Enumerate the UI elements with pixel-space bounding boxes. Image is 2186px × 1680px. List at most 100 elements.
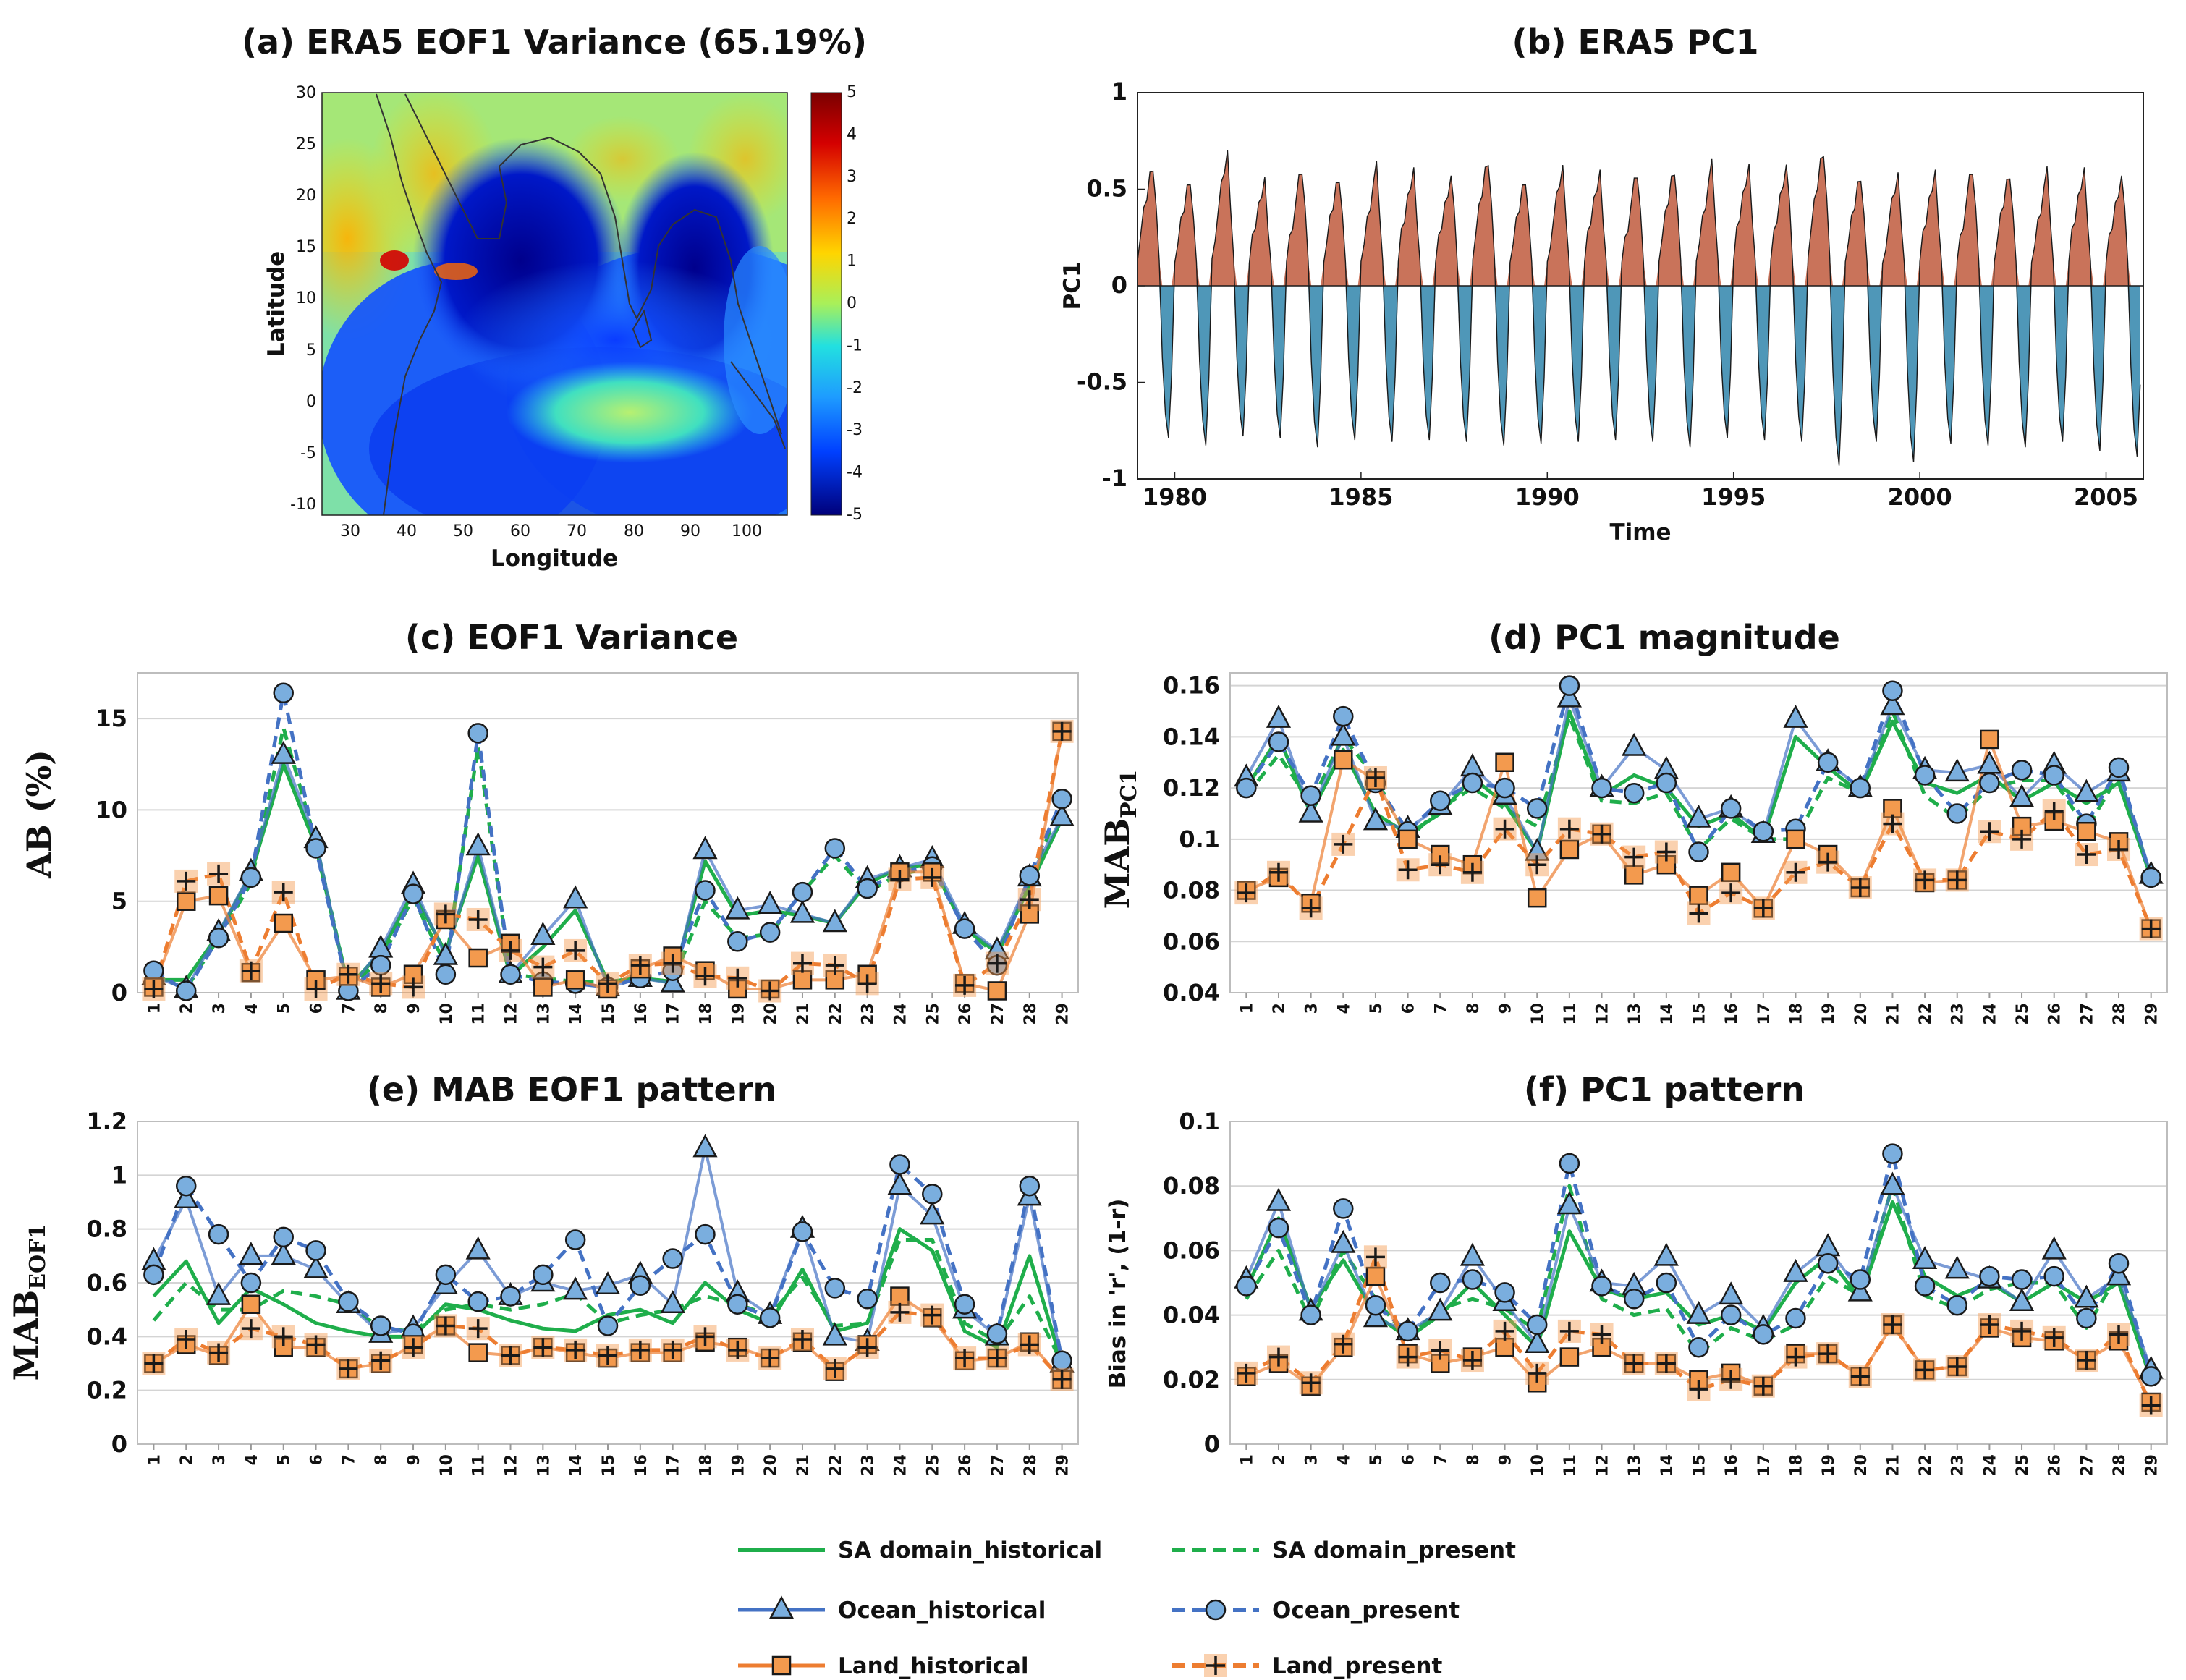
land-present-marker-cross xyxy=(1052,721,1072,741)
panel-b-title: (b) ERA5 PC1 xyxy=(1512,22,1759,61)
ytick-label: 0.04 xyxy=(1163,1302,1220,1329)
marker-land_hist xyxy=(1495,752,1514,773)
land-present-marker-cross xyxy=(1398,1347,1418,1367)
marker-land_hist xyxy=(1559,1347,1580,1367)
marker-ocean_pres xyxy=(1591,1276,1612,1297)
marker-ocean_hist xyxy=(1880,1171,1905,1195)
land-present-marker-cross xyxy=(306,1335,326,1354)
land-present-marker-cross xyxy=(1592,1325,1611,1344)
marker-ocean_pres xyxy=(1365,1294,1386,1316)
land-present-marker-cross xyxy=(1528,855,1547,875)
land-present-marker-cross xyxy=(1431,1341,1450,1360)
xtick-label: 5 xyxy=(1368,1003,1386,1014)
panel-e-plot: 00.20.40.60.811.21 2 3 4 5 6 7 8 9 10 11 12 13 14 15 16… xyxy=(86,1108,1079,1477)
land-present-marker-cross xyxy=(436,1316,455,1336)
pc1-xtick: 1980 xyxy=(1143,483,1207,511)
marker-land_pres xyxy=(1525,853,1549,877)
marker-ocean_hist xyxy=(1556,1191,1582,1215)
map-ytick: 15 xyxy=(296,238,316,256)
marker-land_pres xyxy=(628,954,652,977)
xtick-label: 22 xyxy=(827,1003,845,1025)
xtick-label: 1 xyxy=(1238,1454,1256,1465)
marker-ocean_hist xyxy=(271,741,296,764)
marker-land_hist xyxy=(890,1286,910,1306)
marker-land_pres xyxy=(466,1317,490,1341)
xtick-label: 17 xyxy=(665,1003,683,1025)
marker-land_pres xyxy=(1687,901,1711,925)
marker-ocean_hist xyxy=(1331,1229,1356,1253)
marker-ocean_pres xyxy=(2043,765,2064,786)
marker-ocean_hist xyxy=(1944,758,1970,782)
land-present-marker-cross xyxy=(177,1330,196,1349)
xtick-label: 27 xyxy=(2078,1003,2096,1025)
marker-ocean_pres xyxy=(889,1154,910,1175)
marker-ocean_hist xyxy=(1363,807,1389,831)
marker-ocean_pres xyxy=(759,1307,781,1328)
xtick-label: 7 xyxy=(340,1454,358,1465)
land-present-marker-cross xyxy=(1753,899,1773,918)
xtick-label: 27 xyxy=(989,1003,1007,1025)
marker-ocean_pres xyxy=(695,1223,716,1245)
colorbar-tick: -1 xyxy=(847,336,863,355)
marker-ocean_pres xyxy=(240,867,262,888)
land-present-marker-cross xyxy=(1334,1334,1353,1354)
marker-ocean_pres xyxy=(1979,772,2000,794)
marker-land_pres xyxy=(1460,1349,1484,1373)
land-present-marker-cross xyxy=(1850,1367,1870,1386)
map-xlabel: Longitude xyxy=(491,546,618,572)
marker-ocean_pres xyxy=(1623,782,1645,804)
marker-land_pres xyxy=(499,938,522,962)
panel-f-plot: 00.020.040.060.080.11 2 3 4 5 6 7 8 9 10 11 12 13 14 1… xyxy=(1163,1108,2168,1477)
marker-ocean_pres xyxy=(695,880,716,901)
marker-land_pres xyxy=(1978,820,2001,844)
marker-ocean_pres xyxy=(1430,1272,1451,1294)
marker-land_pres xyxy=(1234,881,1258,905)
marker-land_pres xyxy=(1331,1332,1355,1356)
land-present-marker-cross xyxy=(792,1330,812,1349)
marker-ocean_pres xyxy=(954,918,975,939)
xtick-label: 6 xyxy=(308,1454,326,1465)
panel-a: (a) ERA5 EOF1 Variance (65.19%) 30 xyxy=(242,22,867,572)
marker-land_pres xyxy=(985,951,1009,975)
marker-land_pres xyxy=(953,973,977,997)
ytick-label: 0.12 xyxy=(1163,774,1220,802)
ytick-label: 0.6 xyxy=(86,1269,127,1297)
pc1-ytick: 0.5 xyxy=(1086,175,1127,203)
land-present-marker-cross xyxy=(1301,899,1321,918)
map-xtick: 60 xyxy=(510,522,530,540)
land-present-marker-cross xyxy=(1753,1376,1773,1396)
pc1-xtick: 1990 xyxy=(1515,483,1580,511)
marker-ocean_hist xyxy=(789,899,815,923)
pc1-xtick: 1995 xyxy=(1701,483,1766,511)
land-present-marker-cross xyxy=(1883,1315,1902,1334)
marker-land_hist xyxy=(1334,750,1353,770)
ytick-label: 1.2 xyxy=(86,1108,127,1135)
xtick-label: 14 xyxy=(567,1003,585,1025)
colorbar-tick: -5 xyxy=(847,506,863,524)
marker-ocean_pres xyxy=(630,1275,651,1296)
marker-land_pres xyxy=(369,1349,393,1373)
marker-ocean_pres xyxy=(467,723,488,744)
marker-ocean_pres xyxy=(1946,1294,1967,1316)
marker-ocean_pres xyxy=(1720,1304,1742,1325)
marker-ocean_pres xyxy=(824,1278,846,1299)
land-present-marker-cross xyxy=(1947,870,1967,890)
land-present-marker-cross xyxy=(1980,1315,1999,1334)
land-present-marker-cross xyxy=(241,961,260,980)
marker-land_pres xyxy=(271,881,295,904)
land-present-marker-cross xyxy=(1206,1656,1225,1675)
marker-ocean_pres xyxy=(759,922,781,943)
xtick-label: 25 xyxy=(924,1003,942,1025)
marker-ocean_pres xyxy=(175,1175,197,1197)
xtick-label: 29 xyxy=(2143,1454,2161,1477)
marker-ocean_pres xyxy=(2108,1252,2130,1274)
pc1-ytick: -0.5 xyxy=(1077,368,1127,396)
marker-land_pres xyxy=(790,951,814,975)
marker-ocean_pres xyxy=(1526,798,1548,819)
xtick-label: 25 xyxy=(2014,1003,2032,1025)
land-present-marker-cross xyxy=(2141,1396,2161,1415)
ytick-label: 0.04 xyxy=(1163,979,1220,1006)
land-present-marker-cross xyxy=(630,1340,650,1359)
land-present-marker-cross xyxy=(177,871,196,891)
xtick-label: 16 xyxy=(1723,1003,1741,1025)
